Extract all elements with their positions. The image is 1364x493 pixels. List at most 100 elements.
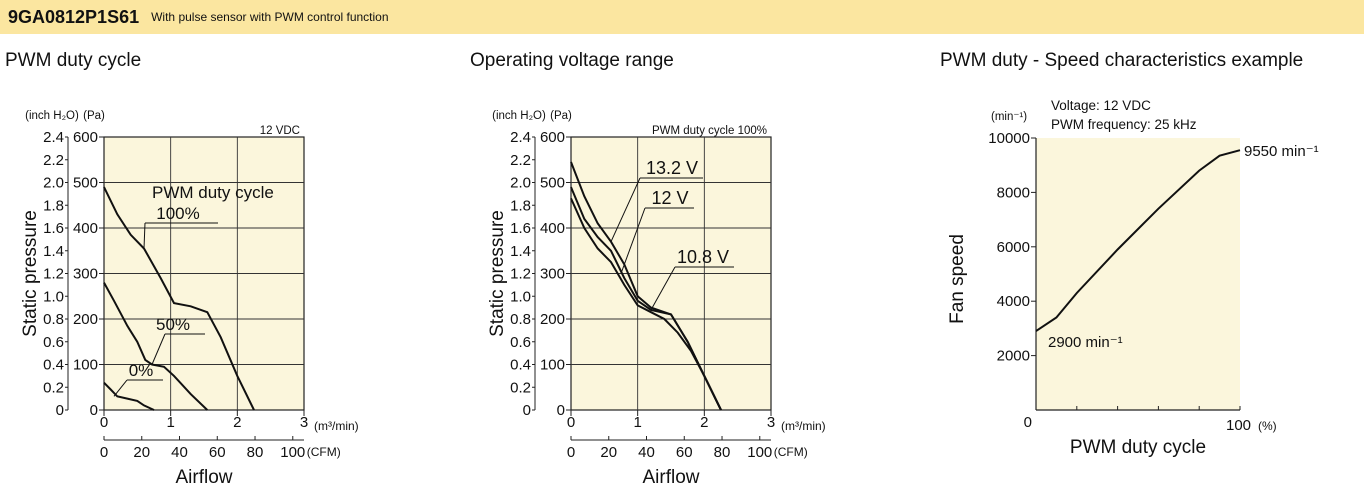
c1-xtick-label: 3	[300, 414, 308, 431]
c3-plot-area	[1036, 138, 1240, 410]
c1-x-unit: (m³/min)	[314, 419, 359, 433]
c1-y2tick-label: 0	[56, 402, 64, 419]
model-number: 9GA0812P1S61	[8, 6, 140, 27]
c2-y2tick-label: 1.2	[510, 266, 531, 283]
c2-series-line-3	[570, 197, 722, 411]
c1-y2tick-label: 0.6	[43, 334, 64, 351]
c3-annotation-start: 2900 min⁻¹	[1048, 334, 1123, 351]
c1-x2tick-label: 20	[133, 444, 150, 461]
c3-ytick-label: 2000	[997, 348, 1030, 365]
c2-y2tick-label: 0	[523, 402, 531, 419]
c2-y-unit: (Pa)	[550, 110, 572, 122]
c3-x-axis-title: PWM duty cycle	[1070, 437, 1206, 458]
c1-x2tick-label: 40	[171, 444, 188, 461]
c2-ytick-label: 500	[540, 175, 565, 192]
c1-ytick-label: 400	[73, 220, 98, 237]
chart2-title: Operating voltage range	[470, 50, 674, 71]
c3-y-unit: (min⁻¹)	[991, 111, 1027, 123]
c3-series-line-1	[1035, 149, 1241, 332]
c1-y2tick-label: 2.2	[43, 152, 64, 169]
c2-y2tick-label: 2.0	[510, 175, 531, 192]
c2-x2tick-label: 100	[747, 444, 772, 461]
c1-leader-line-1	[143, 222, 146, 249]
c1-y2tick-label: 1.4	[43, 243, 64, 260]
c2-ytick-label: 400	[540, 220, 565, 237]
c3-x-origin-label: 0	[1024, 414, 1032, 431]
c2-y2tick-label: 0.6	[510, 334, 531, 351]
c2-y2tick-label: 0.8	[510, 311, 531, 328]
c1-xtick-label: 0	[100, 414, 108, 431]
c1-y2tick-label: 1.8	[43, 197, 64, 214]
c1-x2tick-label: 60	[209, 444, 226, 461]
c2-leader-line-1	[610, 177, 641, 242]
c3-x-unit: (%)	[1258, 419, 1277, 433]
c1-leader-line-3	[113, 379, 128, 397]
c2-x2tick-label: 20	[600, 444, 617, 461]
c2-x2tick-label: 40	[638, 444, 655, 461]
chart3-title: PWM duty - Speed characteristics example	[940, 50, 1304, 71]
c3-annotation-end: 9550 min⁻¹	[1244, 143, 1319, 160]
c1-series-label-1: 100%	[156, 204, 199, 223]
c3-condition-line-2: PWM frequency: 25 kHz	[1051, 117, 1197, 132]
c1-y2tick-label: 0.4	[43, 357, 64, 374]
c3-ytick-label: 4000	[997, 293, 1030, 310]
c2-xtick-label: 2	[700, 414, 708, 431]
c1-legend-title: PWM duty cycle	[152, 183, 274, 202]
c2-ytick-label: 200	[540, 311, 565, 328]
c2-x-axis-title: Airflow	[642, 467, 699, 488]
c1-xtick-label: 1	[166, 414, 174, 431]
c1-y2tick-label: 0.8	[43, 311, 64, 328]
c2-xtick-label: 3	[767, 414, 775, 431]
model-header: 9GA0812P1S61 With pulse sensor with PWM …	[0, 0, 1364, 34]
c3-ytick-label: 10000	[988, 130, 1030, 147]
c2-ytick-label: 0	[557, 402, 565, 419]
c2-leader-line-3	[650, 266, 676, 311]
c1-y-unit: (Pa)	[83, 110, 105, 122]
c2-y2tick-label: 1.8	[510, 197, 531, 214]
chart1-title: PWM duty cycle	[5, 50, 142, 71]
c2-y2tick-label: 1.6	[510, 220, 531, 237]
c2-condition: PWM duty cycle 100%	[652, 125, 767, 137]
c1-x2tick-label: 100	[280, 444, 305, 461]
model-subtitle: With pulse sensor with PWM control funct…	[151, 10, 389, 24]
c1-x-axis-title: Airflow	[175, 467, 232, 488]
c1-series-label-3: 0%	[129, 361, 154, 380]
c2-xtick-label: 1	[633, 414, 641, 431]
c2-x2tick-label: 0	[567, 444, 575, 461]
c2-y2tick-label: 0.4	[510, 357, 531, 374]
c2-series-label-3: 10.8 V	[677, 247, 729, 267]
c2-y2tick-label: 1.0	[510, 288, 531, 305]
c1-y2tick-label: 2.4	[43, 129, 64, 146]
c2-series-label-2: 12 V	[651, 188, 688, 208]
c3-condition-line-1: Voltage: 12 VDC	[1051, 98, 1151, 113]
c3-ytick-label: 6000	[997, 239, 1030, 256]
c2-series-label-1: 13.2 V	[646, 158, 698, 178]
c2-y2tick-label: 1.4	[510, 243, 531, 260]
c2-x2tick-label: 60	[676, 444, 693, 461]
c2-ytick-label: 600	[540, 129, 565, 146]
c1-y2tick-label: 1.0	[43, 288, 64, 305]
c1-y2tick-label: 1.6	[43, 220, 64, 237]
c3-y-axis-title: Fan speed	[947, 234, 968, 324]
c1-condition: 12 VDC	[260, 125, 300, 137]
c2-leader-line-2	[620, 207, 646, 274]
c2-ytick-label: 100	[540, 357, 565, 374]
c1-y-axis-title: Static pressure	[20, 210, 41, 337]
c1-ytick-label: 200	[73, 311, 98, 328]
c2-x2-unit: (CFM)	[774, 445, 808, 459]
c1-series-line-2	[103, 282, 208, 411]
c1-x2-unit: (CFM)	[307, 445, 341, 459]
c2-y2tick-label: 2.4	[510, 129, 531, 146]
c1-x2tick-label: 80	[247, 444, 264, 461]
c1-y2tick-label: 1.2	[43, 266, 64, 283]
c2-x2tick-label: 80	[714, 444, 731, 461]
c2-y2-unit: (inch H₂O)	[492, 110, 546, 122]
c3-xtick-label: 100	[1226, 417, 1251, 434]
c1-ytick-label: 0	[90, 402, 98, 419]
c2-y2tick-label: 2.2	[510, 152, 531, 169]
c1-series-label-2: 50%	[156, 315, 190, 334]
c1-ytick-label: 100	[73, 357, 98, 374]
c1-ytick-label: 600	[73, 129, 98, 146]
c2-y-axis-title: Static pressure	[487, 210, 508, 337]
